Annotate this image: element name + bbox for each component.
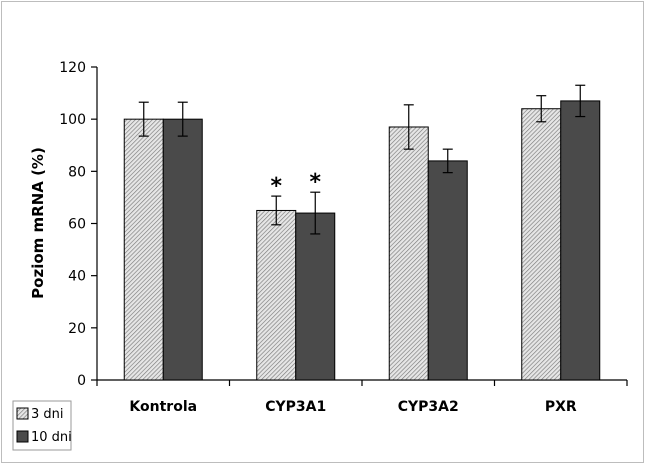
x-category-label: Kontrola bbox=[129, 399, 197, 415]
bars bbox=[123, 100, 601, 381]
y-tick-label: 120 bbox=[59, 60, 86, 76]
y-tick-label: 0 bbox=[77, 373, 86, 389]
y-tick-label: 40 bbox=[68, 269, 86, 285]
error-bars bbox=[138, 84, 586, 235]
legend-swatch-3-dni bbox=[16, 407, 29, 420]
legend-swatch-10-dni bbox=[16, 430, 29, 443]
bar-10-dni-CYP3A1 bbox=[295, 212, 336, 381]
y-tick-label: 20 bbox=[68, 321, 86, 337]
significance-star: * bbox=[309, 170, 321, 195]
bar-10-dni-CYP3A2 bbox=[427, 160, 468, 381]
bar-10-dni-Kontrola bbox=[162, 118, 203, 381]
y-tick-label: 100 bbox=[59, 112, 86, 128]
y-axis: 0 20 40 60 80 100 120 bbox=[59, 60, 98, 389]
legend-label-3-dni: 3 dni bbox=[31, 407, 64, 422]
bar-3-dni-CYP3A1 bbox=[256, 209, 297, 381]
significance-markers: * * bbox=[270, 170, 321, 199]
bar-3-dni-CYP3A2 bbox=[388, 126, 429, 381]
bar-3-dni-Kontrola bbox=[123, 118, 164, 381]
x-category-label: PXR bbox=[545, 399, 577, 415]
legend-label-10-dni: 10 dni bbox=[31, 430, 72, 445]
y-tick-label: 60 bbox=[68, 217, 86, 233]
bar-10-dni-PXR bbox=[560, 100, 601, 381]
x-axis: Kontrola CYP3A1 CYP3A2 PXR bbox=[96, 379, 628, 415]
significance-star: * bbox=[270, 174, 282, 199]
x-category-label: CYP3A1 bbox=[265, 399, 326, 415]
x-category-label: CYP3A2 bbox=[398, 399, 459, 415]
y-axis-title: Poziom mRNA (%) bbox=[29, 147, 47, 299]
legend: 3 dni 10 dni bbox=[12, 400, 72, 451]
bar-3-dni-PXR bbox=[521, 108, 562, 381]
y-tick-label: 80 bbox=[68, 164, 86, 180]
